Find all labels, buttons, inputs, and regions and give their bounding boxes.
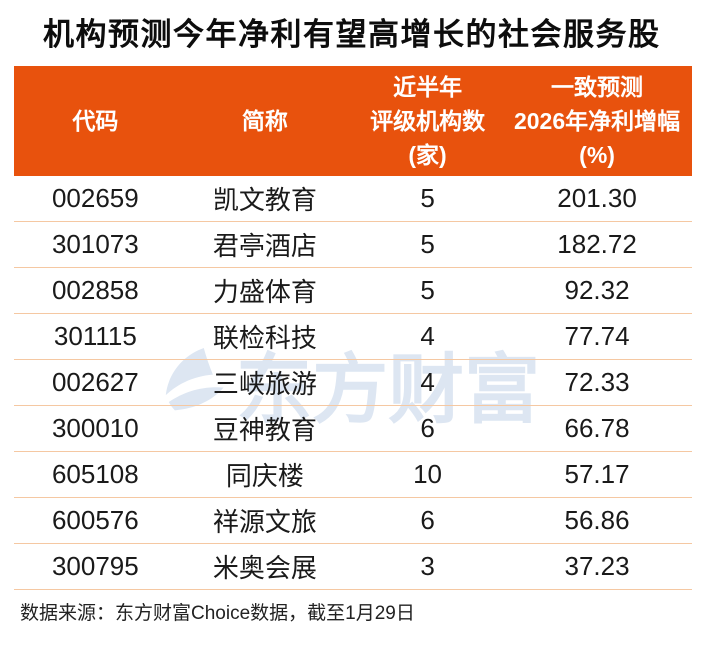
column-header-forecast_growth: 一致预测 2026年净利增幅 (%) [502, 66, 692, 176]
stock-name: 豆神教育 [212, 415, 317, 445]
column-header-code: 代码 [14, 66, 177, 176]
stock-code: 301115 [53, 321, 137, 351]
stock-name: 三峡旅游 [212, 369, 317, 399]
rating-count: 4 [420, 367, 435, 397]
table-row: 301073 君亭酒店 5 182.72 [14, 222, 692, 268]
rating-count: 5 [420, 275, 435, 305]
stock-name: 君亭酒店 [212, 231, 317, 261]
table-row: 600576 祥源文旅 6 56.86 [14, 498, 692, 544]
stock-code: 301073 [51, 229, 139, 259]
table-row: 605108 同庆楼 10 57.17 [14, 452, 692, 498]
stock-name: 米奥会展 [212, 553, 317, 583]
column-header-rating_count: 近半年评级机构数 (家) [353, 66, 502, 176]
page-title: 机构预测今年净利有望高增长的社会服务股 [43, 17, 661, 52]
table-header: 代码 简称 近半年评级机构数 (家) 一致预测 2026年净利增幅 (%) [14, 66, 692, 176]
rating-count: 6 [420, 413, 435, 443]
column-header-line: 一致预测 [551, 74, 644, 100]
forecast-growth: 57.17 [564, 459, 630, 489]
column-header-line: 近半年 [393, 74, 463, 100]
forecast-growth: 72.33 [564, 367, 630, 397]
rating-count: 4 [420, 321, 435, 351]
table-body: 东方财富 002659 凯文教育 5 201.30 301073 君亭酒店 5 … [14, 176, 692, 590]
forecast-growth: 182.72 [557, 229, 637, 259]
stock-name: 凯文教育 [212, 185, 317, 215]
table-row: 002627 三峡旅游 4 72.33 [14, 360, 692, 406]
column-header-line: 简称 [241, 108, 288, 134]
stock-code: 600576 [51, 505, 139, 535]
stock-code: 002627 [51, 367, 139, 397]
stock-name: 祥源文旅 [212, 507, 317, 537]
stock-code: 002858 [51, 275, 139, 305]
stock-code: 300795 [51, 551, 139, 581]
data-source-note: 数据来源：东方财富Choice数据，截至1月29日 [20, 603, 415, 624]
rating-count: 10 [413, 459, 443, 489]
forecast-growth: 56.86 [564, 505, 630, 535]
column-header-line: (%) [579, 142, 615, 168]
forecast-growth: 77.74 [564, 321, 630, 351]
stock-code: 300010 [51, 413, 139, 443]
forecast-growth: 92.32 [564, 275, 630, 305]
stock-name: 同庆楼 [225, 461, 304, 491]
table-row: 002858 力盛体育 5 92.32 [14, 268, 692, 314]
column-header-line: (家) [408, 142, 447, 168]
column-header-line: 2026年净利增幅 [513, 108, 681, 134]
stock-name: 联检科技 [212, 323, 317, 353]
rating-count: 3 [420, 551, 435, 581]
forecast-growth: 201.30 [557, 183, 637, 213]
column-header-name: 简称 [177, 66, 353, 176]
forecast-growth: 66.78 [564, 413, 630, 443]
column-header-line: 评级机构数 [370, 108, 486, 134]
forecast-growth: 37.23 [564, 551, 630, 581]
table-row: 300795 米奥会展 3 37.23 [14, 544, 692, 590]
rating-count: 6 [420, 505, 435, 535]
rating-count: 5 [420, 229, 435, 259]
table-row: 002659 凯文教育 5 201.30 [14, 176, 692, 222]
stock-code: 605108 [51, 459, 139, 489]
rating-count: 5 [420, 183, 435, 213]
column-header-line: 代码 [72, 108, 119, 134]
stock-code: 002659 [51, 183, 139, 213]
stock-table: 代码 简称 近半年 评级机构数 (家) 一致预测 2026年净利增幅 (%) 东方财富 002… [14, 66, 692, 590]
table-row: 301115 联检科技 4 77.74 [14, 314, 692, 360]
table-row: 300010 豆神教育 6 66.78 [14, 406, 692, 452]
stock-name: 力盛体育 [212, 277, 317, 307]
